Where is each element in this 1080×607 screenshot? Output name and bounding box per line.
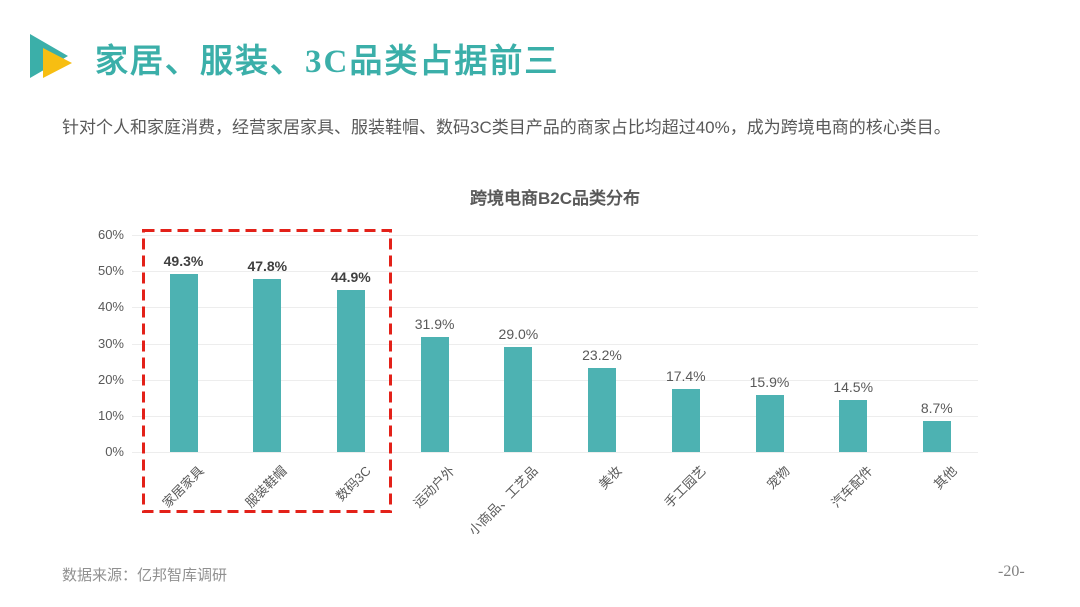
bar-value-label: 31.9% [414,315,455,332]
bar [755,394,784,452]
play-triangles-icon [30,34,72,78]
bar [253,279,282,452]
gridline [132,415,978,417]
y-axis-tick: 0% [105,444,124,459]
bar-value-label: 44.9% [331,268,371,285]
page-number: -20- [998,563,1025,580]
y-axis-tick: 60% [97,227,124,242]
bar [336,289,365,452]
page-title: 家居、服装、3C品类占据前三 [95,44,560,80]
y-axis-tick: 30% [97,335,124,351]
bar [504,347,533,452]
bar-value-label: 47.8% [247,258,288,275]
bar-value-label: 14.5% [833,378,874,395]
bar [420,336,449,452]
bar [839,399,868,452]
gridline [132,271,978,273]
gridline [132,452,978,453]
data-source-note: 数据来源：亿邦智库调研 [62,567,228,584]
y-axis-tick: 10% [97,407,124,423]
yellow-triangle [43,48,72,78]
y-axis-tick: 20% [97,371,124,387]
bar [922,420,951,452]
gridline [132,343,978,345]
bar [671,389,700,452]
bar-value-label: 49.3% [163,252,204,269]
gridline [132,235,978,236]
bar [588,368,616,452]
slide-subtitle: 针对个人和家庭消费，经营家居家具、服装鞋帽、数码3C类目产品的商家占比均超过40… [62,118,951,137]
bar-value-label: 23.2% [582,347,622,364]
bar-value-label: 8.7% [920,399,953,416]
y-axis-tick: 50% [97,263,124,279]
gridline [132,379,978,381]
chart-title: 跨境电商B2C品类分布 [469,189,640,208]
gridline [132,307,978,309]
y-axis-tick: 40% [97,299,124,315]
bar-value-label: 15.9% [749,373,790,390]
bar-value-label: 29.0% [498,326,539,343]
bar-value-label: 17.4% [665,368,706,385]
bar [169,273,198,452]
